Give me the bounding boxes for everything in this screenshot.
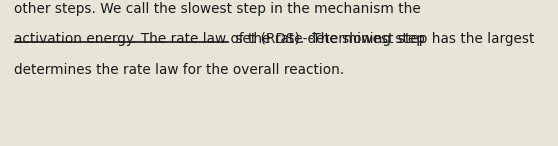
Text: set (RDS). -The slowest step has the largest: set (RDS). -The slowest step has the lar… [230,32,534,46]
Text: other steps. We call the slowest step in the mechanism the: other steps. We call the slowest step in… [14,2,421,16]
Text: activation energy. The rate law of the rate-determining step: activation energy. The rate law of the r… [14,32,425,46]
Text: determines the rate law for the overall reaction.: determines the rate law for the overall … [14,63,344,77]
